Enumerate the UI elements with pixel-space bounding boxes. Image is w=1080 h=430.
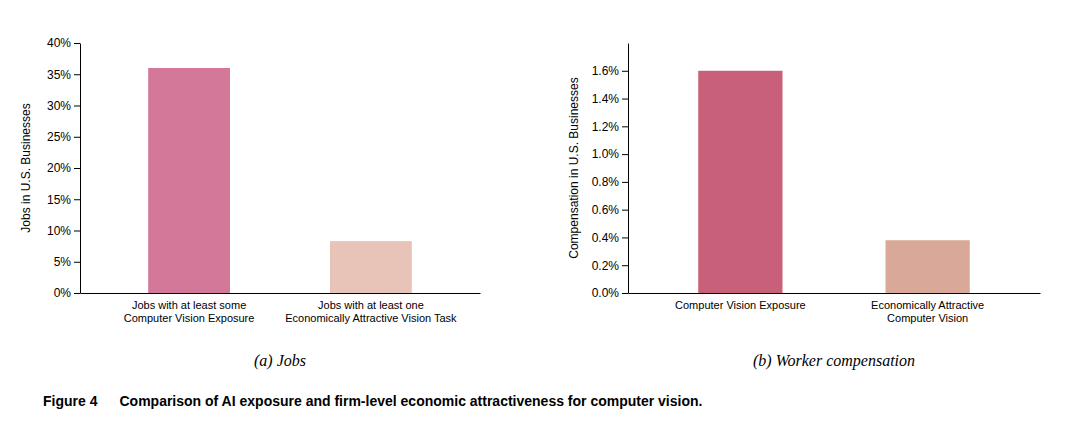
y-tick: 20% bbox=[47, 161, 80, 175]
y-tick-label: 1.2% bbox=[592, 120, 620, 134]
y-tick-label: 0.4% bbox=[592, 231, 620, 245]
y-tick: 0.2% bbox=[592, 259, 628, 273]
y-tick: 40% bbox=[47, 36, 80, 50]
y-tick-mark bbox=[622, 182, 628, 183]
y-tick-label: 5% bbox=[54, 255, 72, 269]
y-tick-label: 25% bbox=[47, 130, 71, 144]
y-tick: 0.4% bbox=[592, 231, 628, 245]
x-tick: Jobs with at least someComputer Vision E… bbox=[124, 293, 255, 324]
y-tick-mark bbox=[622, 265, 628, 266]
y-tick: 5% bbox=[54, 255, 80, 269]
y-tick-mark bbox=[74, 106, 80, 107]
y-tick-label: 20% bbox=[47, 161, 71, 175]
y-tick: 35% bbox=[47, 68, 80, 82]
y-tick: 1.4% bbox=[592, 92, 628, 106]
y-tick-label: 1.0% bbox=[592, 147, 620, 161]
x-tick-label: Economically AttractiveComputer Vision bbox=[871, 299, 984, 324]
bar bbox=[698, 71, 782, 293]
y-tick-label: 40% bbox=[47, 36, 71, 50]
x-tick-label: Computer Vision Exposure bbox=[675, 299, 806, 311]
x-axis: Jobs with at least someComputer Vision E… bbox=[81, 293, 481, 324]
bars bbox=[698, 71, 970, 293]
y-tick-mark bbox=[74, 168, 80, 169]
subtitle: (a) Jobs bbox=[254, 352, 306, 370]
y-tick-mark bbox=[622, 293, 628, 294]
y-tick-label: 0.6% bbox=[592, 203, 620, 217]
y-axis: 0.0% 0.2% 0.4% 0.6% 0.8% 1.0% 1.2% 1.4% 1.6% bbox=[592, 44, 629, 301]
y-tick: 30% bbox=[47, 99, 80, 113]
y-tick: 1.2% bbox=[592, 120, 628, 134]
y-tick-mark bbox=[622, 71, 628, 72]
chart: 0% 5% 10% 15% 20% 25% 30% 35% 40% Jobs with at le… bbox=[19, 36, 481, 324]
x-tick: Economically AttractiveComputer Vision bbox=[871, 293, 984, 324]
x-tick: Computer Vision Exposure bbox=[675, 293, 806, 311]
y-axis: 0% 5% 10% 15% 20% 25% 30% 35% 40% bbox=[47, 36, 81, 300]
x-axis: Computer Vision Exposure Economically Att… bbox=[629, 293, 1041, 324]
y-axis-title: Jobs in U.S. Businesses bbox=[19, 103, 33, 232]
bar bbox=[148, 68, 230, 293]
y-tick-label: 15% bbox=[47, 193, 71, 207]
figure: 0% 5% 10% 15% 20% 25% 30% 35% 40% Jobs with at le… bbox=[0, 0, 1080, 430]
y-tick-label: 1.4% bbox=[592, 92, 620, 106]
y-tick-mark bbox=[622, 154, 628, 155]
chart: 0.0% 0.2% 0.4% 0.6% 0.8% 1.0% 1.2% 1.4% 1.6% Comp… bbox=[567, 44, 1041, 325]
y-tick-mark bbox=[74, 293, 80, 294]
y-tick: 0% bbox=[54, 286, 80, 300]
bar bbox=[330, 241, 412, 293]
subtitle: (b) Worker compensation bbox=[753, 352, 915, 370]
y-tick-mark bbox=[74, 262, 80, 263]
y-tick: 0.8% bbox=[592, 175, 628, 189]
y-tick-label: 35% bbox=[47, 68, 71, 82]
y-axis-line bbox=[628, 44, 629, 294]
y-tick: 15% bbox=[47, 193, 80, 207]
y-axis-line bbox=[80, 44, 81, 294]
y-tick-mark bbox=[622, 237, 628, 238]
y-tick-label: 0.2% bbox=[592, 259, 620, 273]
y-tick-mark bbox=[74, 74, 80, 75]
y-tick-label: 0% bbox=[54, 286, 72, 300]
y-tick: 1.6% bbox=[592, 64, 628, 78]
x-tick-label: Jobs with at least oneEconomically Attra… bbox=[285, 299, 457, 324]
y-tick-label: 1.6% bbox=[592, 64, 620, 78]
y-tick-mark bbox=[622, 210, 628, 211]
y-tick: 25% bbox=[47, 130, 80, 144]
y-axis-title: Compensation in U.S. Businesses bbox=[567, 77, 581, 258]
bar bbox=[886, 240, 970, 293]
y-tick-mark bbox=[74, 199, 80, 200]
y-tick: 0.6% bbox=[592, 203, 628, 217]
y-tick-label: 0.8% bbox=[592, 175, 620, 189]
y-tick-mark bbox=[622, 126, 628, 127]
y-tick-label: 30% bbox=[47, 99, 71, 113]
y-tick-mark bbox=[74, 231, 80, 232]
x-tick: Jobs with at least oneEconomically Attra… bbox=[285, 293, 457, 324]
y-tick-mark bbox=[622, 99, 628, 100]
y-tick-mark bbox=[74, 43, 80, 44]
caption: Comparison of AI exposure and firm-level… bbox=[119, 393, 702, 409]
x-axis-line bbox=[81, 293, 481, 294]
x-axis-line bbox=[629, 293, 1041, 294]
y-tick: 1.0% bbox=[592, 147, 628, 161]
y-tick: 0.0% bbox=[592, 286, 628, 300]
x-tick-label: Jobs with at least someComputer Vision E… bbox=[124, 299, 255, 324]
bars bbox=[148, 68, 412, 293]
y-tick: 10% bbox=[47, 224, 80, 238]
y-tick-mark bbox=[74, 137, 80, 138]
y-tick-label: 0.0% bbox=[592, 286, 620, 300]
caption: Figure 4 bbox=[43, 393, 98, 409]
y-tick-label: 10% bbox=[47, 224, 71, 238]
